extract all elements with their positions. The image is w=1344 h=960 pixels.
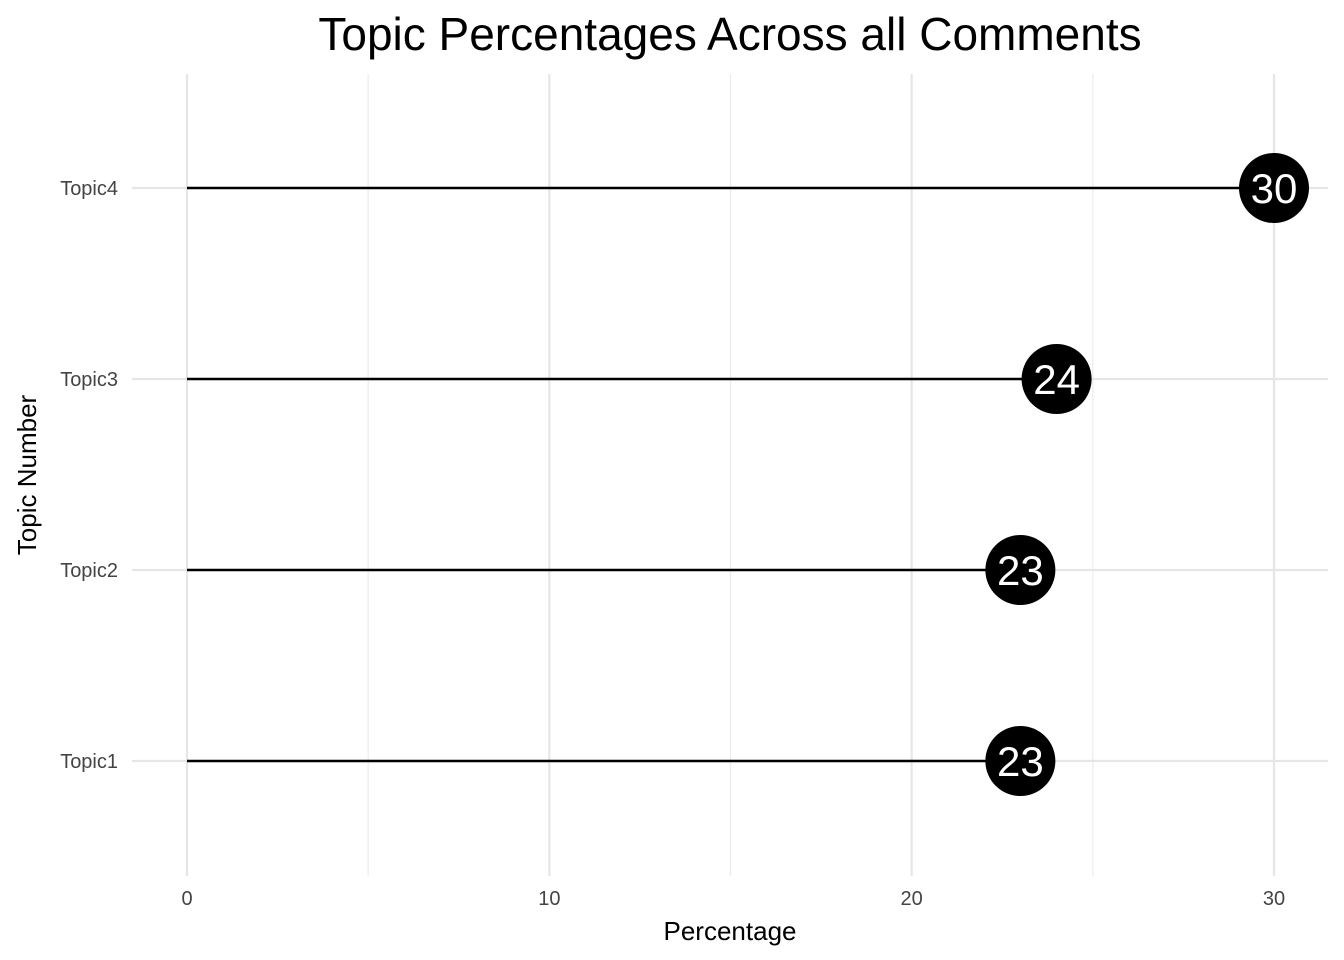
y-tick-label: Topic4 — [60, 178, 118, 200]
data-labels: 23 23 24 30 — [997, 165, 1297, 785]
lollipop-dot — [985, 726, 1056, 796]
data-label: 24 — [1033, 356, 1080, 403]
x-tick-label: 20 — [901, 888, 923, 910]
x-tick-label: 0 — [181, 888, 192, 910]
lollipop-dot — [1239, 153, 1309, 223]
lollipop-dot — [985, 535, 1056, 605]
y-tick-label: Topic3 — [60, 369, 118, 391]
x-tick-label: 10 — [538, 888, 560, 910]
lollipop-dot — [1021, 344, 1092, 414]
grid-lines — [132, 74, 1328, 876]
data-label: 23 — [997, 547, 1044, 594]
lollipop-stems — [187, 186, 1274, 763]
x-axis-title: Percentage — [664, 916, 797, 946]
x-tick-label: 30 — [1263, 888, 1285, 910]
y-tick-label: Topic2 — [60, 560, 118, 582]
data-label: 30 — [1251, 165, 1298, 212]
y-axis-title: Topic Number — [12, 394, 42, 555]
lollipop-dots — [985, 153, 1309, 796]
y-tick-label: Topic1 — [60, 751, 118, 773]
data-label: 23 — [997, 738, 1044, 785]
tick-labels: 0 10 20 30 Topic1 Topic2 Topic3 Topic4 — [60, 178, 1285, 910]
chart-title: Topic Percentages Across all Comments — [318, 8, 1141, 60]
